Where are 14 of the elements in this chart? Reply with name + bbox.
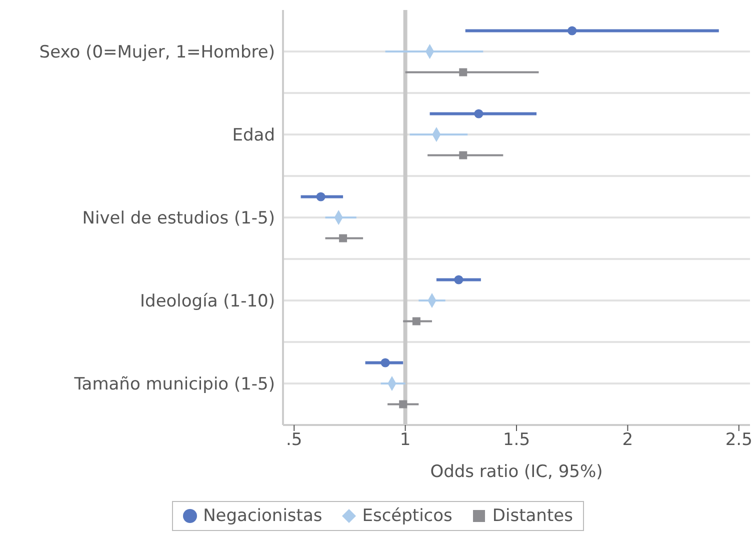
x-tick-label: 2.5	[725, 430, 752, 450]
y-tick-label: Sexo (0=Mujer, 1=Hombre)	[39, 42, 275, 63]
y-tick-label: Edad	[232, 126, 275, 146]
legend-label: Negacionistas	[202, 506, 322, 526]
legend-label: Escépticos	[361, 506, 452, 526]
x-axis-title: Odds ratio (IC, 95%)	[430, 462, 603, 482]
legend-label: Distantes	[491, 506, 573, 526]
x-tick-label: 1	[400, 430, 411, 450]
y-tick-label: Nivel de estudios (1-5)	[82, 208, 275, 229]
y-tick-label: Ideología (1-10)	[140, 292, 275, 312]
x-tick-label: 1.5	[502, 430, 530, 450]
y-tick-label: Tamaño municipio (1-5)	[73, 374, 275, 395]
x-tick-label: 2	[622, 430, 634, 450]
x-tick-label: .5	[286, 430, 302, 450]
